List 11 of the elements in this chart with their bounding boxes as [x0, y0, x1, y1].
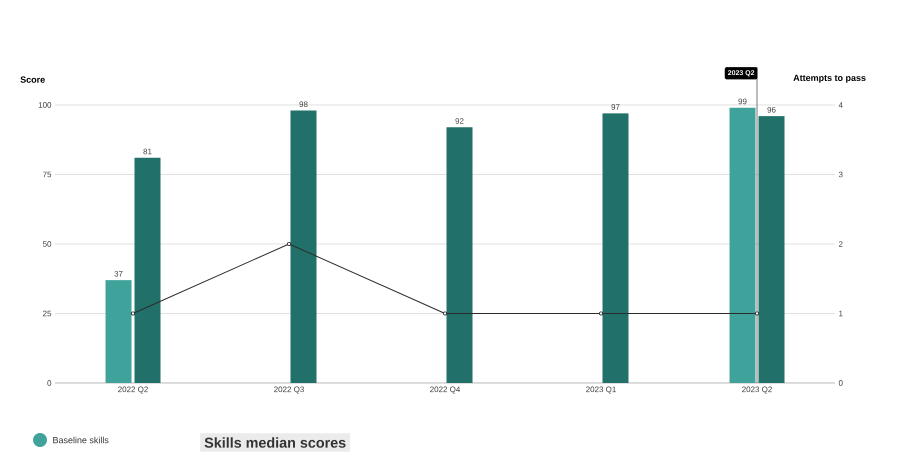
bar [730, 108, 756, 383]
legend-label: Baseline skills [53, 436, 108, 444]
bar [758, 116, 785, 383]
bar [290, 110, 317, 383]
y2-axis-title: Attempts to pass [793, 74, 866, 83]
bar [134, 158, 161, 383]
y-axis-title: Score [20, 76, 45, 83]
text: Skills median scores [204, 437, 346, 448]
bar [446, 127, 473, 383]
bar [106, 280, 132, 383]
bar [602, 113, 629, 383]
